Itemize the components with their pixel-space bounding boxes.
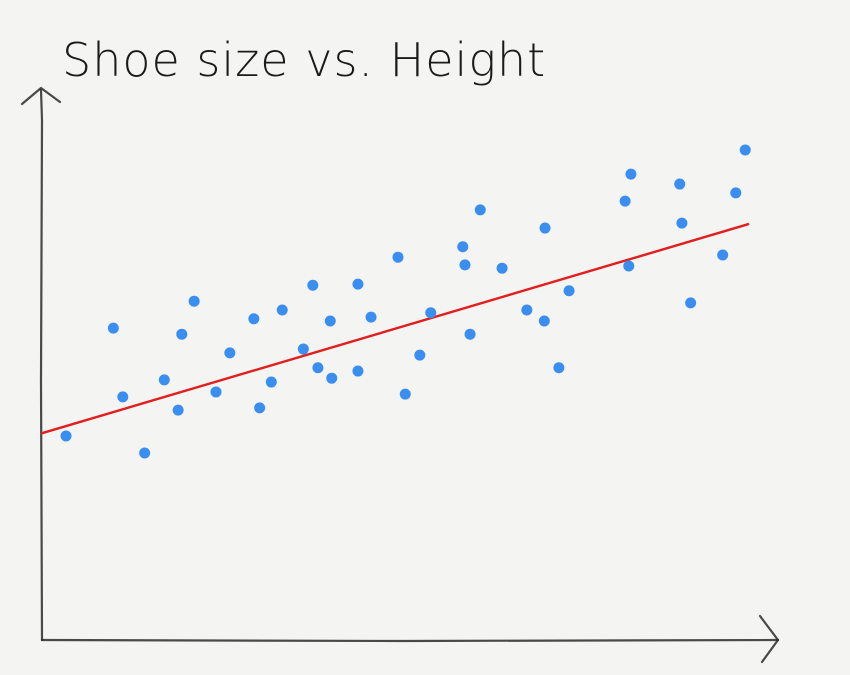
scatter-point	[623, 260, 635, 272]
scatter-point	[457, 241, 469, 253]
scatter-point	[224, 347, 236, 359]
scatter-point	[496, 262, 508, 274]
scatter-point	[188, 295, 200, 307]
scatter-point	[254, 402, 266, 414]
scatter-point	[352, 278, 364, 290]
scatter-point	[326, 372, 338, 384]
scatter-point	[676, 217, 688, 229]
scatter-point	[399, 388, 411, 400]
scatter-point	[674, 178, 686, 190]
scatter-point	[464, 328, 476, 340]
scatter-point	[297, 343, 309, 355]
scatter-point	[392, 251, 404, 263]
scatter-point	[739, 144, 751, 156]
scatter-point	[307, 279, 319, 291]
scatter-point	[619, 195, 631, 207]
scatter-point	[248, 313, 260, 325]
scatter-point	[521, 304, 533, 316]
scatter-point	[60, 430, 72, 442]
scatter-point	[553, 362, 565, 374]
chart-title: Shoe size vs. Height	[62, 33, 546, 87]
scatter-point	[172, 404, 184, 416]
scatter-point	[425, 307, 437, 319]
scatter-point	[730, 187, 742, 199]
scatter-point	[176, 328, 188, 340]
x-axis	[40, 638, 780, 643]
y-axis	[39, 88, 44, 642]
scatter-point	[563, 285, 575, 297]
scatter-point	[210, 386, 222, 398]
scatter-point	[158, 374, 170, 386]
trend-line	[40, 223, 750, 435]
scatter-point	[324, 315, 336, 327]
scatter-point	[459, 259, 471, 271]
scatter-point	[312, 362, 324, 374]
scatter-point	[414, 349, 426, 361]
scatter-point	[717, 249, 729, 261]
scatter-point	[365, 311, 377, 323]
scatter-point	[685, 297, 697, 309]
scatter-point	[139, 447, 151, 459]
scatter-point	[265, 376, 277, 388]
scatter-point	[352, 365, 364, 377]
scatter-point	[107, 322, 119, 334]
scatter-point	[276, 304, 288, 316]
scatter-point	[117, 391, 129, 403]
x-axis-arrow	[758, 614, 780, 664]
scatter-point	[625, 168, 637, 180]
scatter-point	[539, 222, 551, 234]
scatter-point	[538, 315, 550, 327]
scatter-point	[474, 204, 486, 216]
y-axis-arrow	[20, 86, 62, 106]
